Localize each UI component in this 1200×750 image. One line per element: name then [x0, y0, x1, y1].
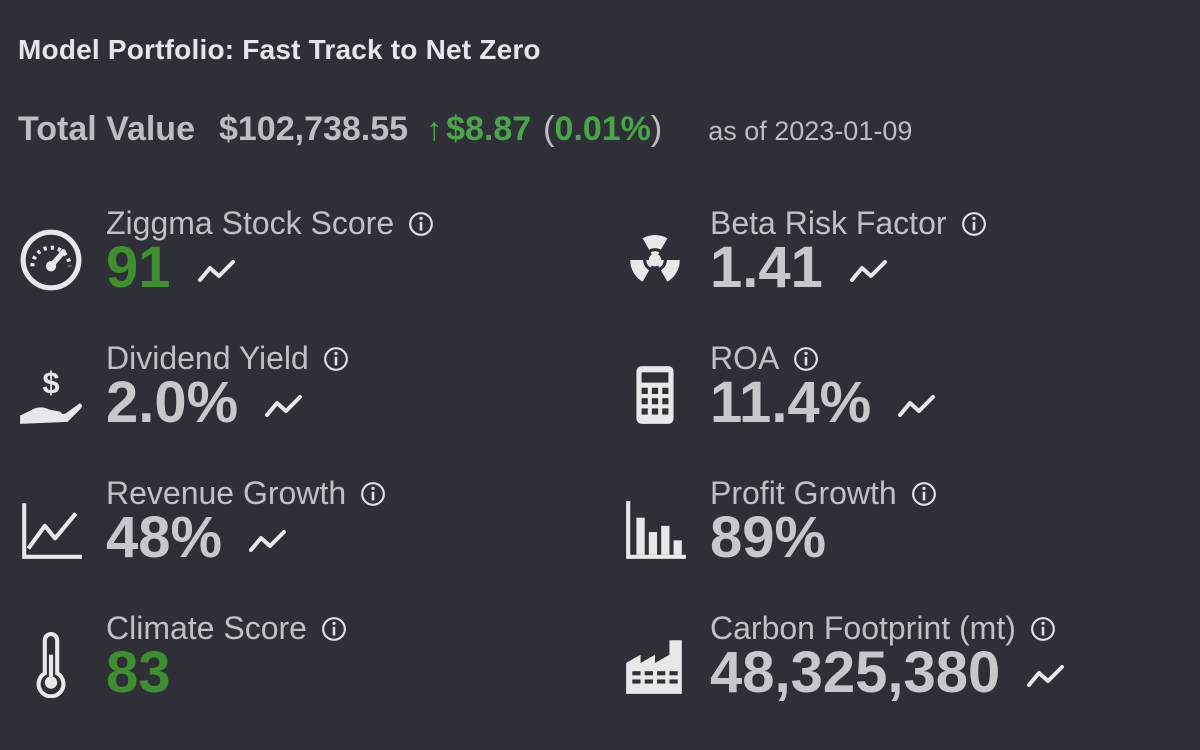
bar-chart-icon [622, 497, 688, 563]
metric-carbon-footprint: Carbon Footprint (mt) 48,325,380 [622, 610, 1182, 730]
metric-label: Profit Growth [710, 475, 897, 511]
info-icon[interactable] [1030, 616, 1056, 642]
metric-value: 2.0% [106, 370, 239, 435]
calculator-icon [622, 362, 688, 428]
metric-label: Climate Score [106, 610, 307, 646]
metric-value: 91 [106, 235, 171, 300]
change-amount: $8.87 [446, 110, 532, 148]
dividend-hand-icon: $ [18, 362, 84, 428]
info-icon[interactable] [911, 481, 937, 507]
trend-chart-icon[interactable] [197, 258, 239, 284]
change-percent: 0.01% [554, 110, 651, 148]
total-value-label: Total Value [18, 110, 195, 148]
svg-text:$: $ [42, 365, 59, 400]
thermometer-icon [18, 632, 84, 698]
info-icon[interactable] [408, 211, 434, 237]
as-of-date: as of 2023-01-09 [708, 116, 913, 146]
metric-value: 89% [710, 505, 827, 570]
metric-ziggma-score: Ziggma Stock Score 91 [18, 205, 578, 325]
trend-chart-icon[interactable] [264, 393, 306, 419]
paren-open: ( [543, 110, 555, 148]
info-icon[interactable] [961, 211, 987, 237]
metric-revenue-growth: Revenue Growth 48% [18, 475, 578, 595]
trend-chart-icon[interactable] [849, 258, 891, 284]
metric-label: Beta Risk Factor [710, 205, 947, 241]
metric-label: Revenue Growth [106, 475, 347, 511]
metric-value: 48,325,380 [710, 640, 1001, 705]
metric-dividend-yield: $ Dividend Yield 2.0% [18, 340, 578, 460]
gauge-icon [18, 227, 84, 293]
radiation-icon [622, 227, 688, 293]
total-value-amount: $102,738.55 [218, 110, 409, 148]
trend-chart-icon[interactable] [1026, 663, 1068, 689]
metric-climate-score: Climate Score 83 [18, 610, 578, 730]
metric-label: Dividend Yield [106, 340, 309, 376]
info-icon[interactable] [793, 346, 819, 372]
metric-label: Carbon Footprint (mt) [710, 610, 1016, 646]
info-icon[interactable] [360, 481, 386, 507]
paren-close: ) [650, 110, 663, 148]
metric-label: ROA [710, 340, 780, 376]
metric-roa: ROA 11.4% [622, 340, 1182, 460]
metric-profit-growth: Profit Growth 89% [622, 475, 1182, 595]
metric-beta-risk: Beta Risk Factor 1.41 [622, 205, 1182, 325]
info-icon[interactable] [321, 616, 347, 642]
trend-chart-icon[interactable] [248, 528, 290, 554]
total-value-row: Total Value $102,738.55 ↑ $8.87 ( 0.01% … [18, 110, 912, 149]
arrow-up-icon: ↑ [426, 111, 443, 147]
metric-value: 83 [106, 640, 171, 705]
metric-value: 1.41 [710, 235, 823, 300]
info-icon[interactable] [323, 346, 349, 372]
line-chart-icon [18, 497, 84, 563]
metric-value: 11.4% [710, 370, 872, 435]
trend-chart-icon[interactable] [897, 393, 939, 419]
metric-value: 48% [106, 505, 223, 570]
page-title: Model Portfolio: Fast Track to Net Zero [18, 34, 541, 65]
metric-label: Ziggma Stock Score [106, 205, 395, 241]
factory-icon [622, 632, 688, 698]
